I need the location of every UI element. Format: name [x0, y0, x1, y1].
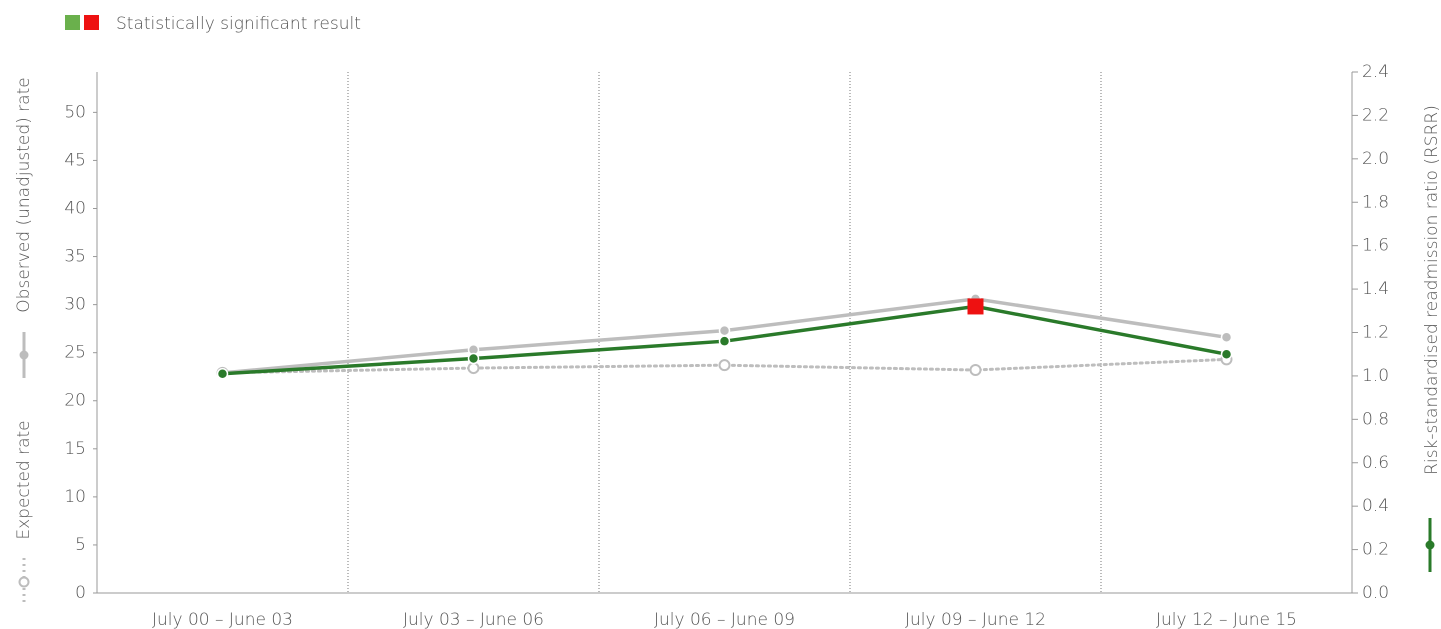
y2-tick-label: 1.2	[1362, 323, 1389, 343]
y-tick-label: 20	[64, 391, 86, 411]
point	[467, 362, 480, 375]
point	[1220, 331, 1233, 344]
y-tick-label: 50	[64, 102, 86, 122]
icon-dot	[19, 350, 29, 360]
x-tick-label: July 00 – June 03	[152, 610, 293, 629]
x-tick-label: July 03 – June 06	[403, 610, 544, 629]
y-tick-label: 40	[64, 198, 86, 218]
y2-tick-label: 1.4	[1362, 279, 1389, 299]
y-tick-label: 25	[64, 343, 86, 363]
point	[969, 363, 982, 376]
icon-dot	[1425, 540, 1435, 550]
y-axis-title-secondary: Expected rate	[14, 420, 34, 539]
point	[718, 324, 731, 337]
y2-tick-label: 0.6	[1362, 453, 1389, 473]
y2-tick-label: 2.2	[1362, 105, 1389, 125]
y-tick-label: 5	[75, 535, 86, 555]
legend-label: Statistically significant result	[116, 14, 361, 34]
series-line	[221, 357, 1228, 375]
y-tick-label: 30	[64, 295, 86, 315]
significant-marker	[967, 298, 984, 315]
y-tick-label: 15	[64, 439, 86, 459]
x-tick-label: July 06 – June 09	[654, 610, 795, 629]
point	[216, 367, 229, 380]
y-tick-label: 10	[64, 487, 86, 507]
y2-tick-label: 0.0	[1362, 583, 1389, 603]
legend-swatch	[84, 15, 99, 30]
point	[1220, 348, 1233, 360]
icon-dot	[18, 576, 30, 588]
y-tick-label: 0	[75, 583, 86, 603]
y2-tick-label: 2.4	[1362, 62, 1389, 82]
point	[467, 352, 480, 365]
x-tick-label: July 12 – June 15	[1156, 610, 1297, 629]
y-axis-title: Observed (unadjusted) rate	[14, 77, 34, 312]
point	[718, 359, 731, 372]
y2-tick-label: 1.0	[1362, 366, 1389, 386]
y2-tick-label: 1.6	[1362, 236, 1389, 256]
y2-axis-title: Risk-standardised readmission ratio (RSR…	[1422, 105, 1441, 475]
legend-swatch	[65, 15, 80, 30]
y-tick-label: 35	[64, 247, 86, 267]
y2-tick-label: 2.0	[1362, 149, 1389, 169]
point	[718, 335, 731, 347]
y2-tick-label: 0.2	[1362, 540, 1389, 560]
y2-tick-label: 0.8	[1362, 409, 1389, 429]
y2-tick-label: 0.4	[1362, 496, 1389, 516]
y2-tick-label: 1.8	[1362, 192, 1389, 212]
x-tick-label: July 09 – June 12	[905, 610, 1046, 629]
y-tick-label: 45	[64, 150, 86, 170]
